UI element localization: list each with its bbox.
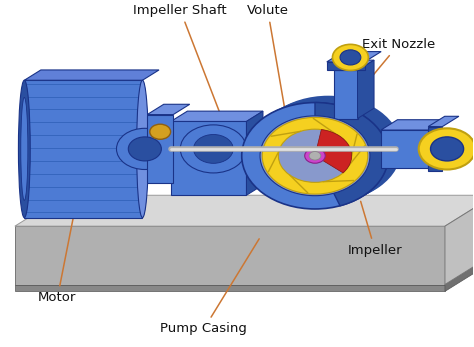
Polygon shape: [15, 285, 445, 291]
Polygon shape: [445, 254, 474, 291]
Circle shape: [180, 125, 246, 173]
Text: Motor: Motor: [38, 205, 77, 304]
Circle shape: [245, 101, 392, 207]
Circle shape: [117, 128, 173, 169]
Polygon shape: [34, 185, 69, 195]
Ellipse shape: [18, 80, 30, 218]
Circle shape: [248, 99, 395, 205]
Circle shape: [260, 116, 370, 196]
Wedge shape: [315, 103, 388, 206]
Polygon shape: [147, 115, 173, 183]
Polygon shape: [381, 120, 445, 130]
Polygon shape: [275, 171, 310, 181]
Circle shape: [150, 124, 171, 139]
Text: Impeller: Impeller: [348, 201, 402, 257]
Polygon shape: [105, 185, 140, 195]
Circle shape: [255, 96, 401, 202]
Polygon shape: [24, 80, 143, 218]
Text: Exit Nozzle: Exit Nozzle: [362, 38, 436, 83]
Circle shape: [128, 137, 161, 161]
Circle shape: [419, 128, 474, 169]
Polygon shape: [24, 70, 159, 80]
Polygon shape: [147, 104, 190, 115]
Polygon shape: [171, 121, 246, 195]
Polygon shape: [275, 181, 294, 195]
Text: Volute: Volute: [247, 4, 289, 131]
Text: Pump Inlet: Pump Inlet: [364, 151, 436, 164]
Polygon shape: [334, 70, 357, 119]
Polygon shape: [381, 130, 428, 168]
Polygon shape: [445, 195, 474, 285]
Polygon shape: [327, 62, 365, 70]
Circle shape: [309, 152, 321, 160]
Circle shape: [242, 103, 388, 209]
Polygon shape: [428, 127, 442, 171]
Circle shape: [332, 44, 368, 70]
Polygon shape: [327, 52, 381, 62]
Text: Impeller Shaft: Impeller Shaft: [134, 4, 236, 155]
Polygon shape: [15, 195, 474, 226]
Wedge shape: [262, 118, 368, 194]
Wedge shape: [315, 129, 352, 173]
Circle shape: [305, 148, 325, 163]
Polygon shape: [334, 60, 374, 70]
Polygon shape: [246, 111, 263, 195]
Circle shape: [242, 103, 388, 209]
Polygon shape: [331, 181, 350, 195]
Polygon shape: [24, 185, 41, 218]
Ellipse shape: [137, 80, 148, 218]
Polygon shape: [171, 111, 263, 121]
Polygon shape: [428, 116, 459, 127]
Circle shape: [252, 98, 398, 204]
Polygon shape: [357, 60, 374, 119]
Polygon shape: [105, 195, 124, 214]
Polygon shape: [15, 226, 445, 285]
Circle shape: [193, 135, 233, 163]
Text: Pump Casing: Pump Casing: [161, 239, 259, 335]
Ellipse shape: [21, 98, 28, 201]
Polygon shape: [331, 171, 367, 181]
Circle shape: [430, 137, 464, 161]
Circle shape: [340, 50, 361, 65]
Polygon shape: [34, 195, 53, 214]
